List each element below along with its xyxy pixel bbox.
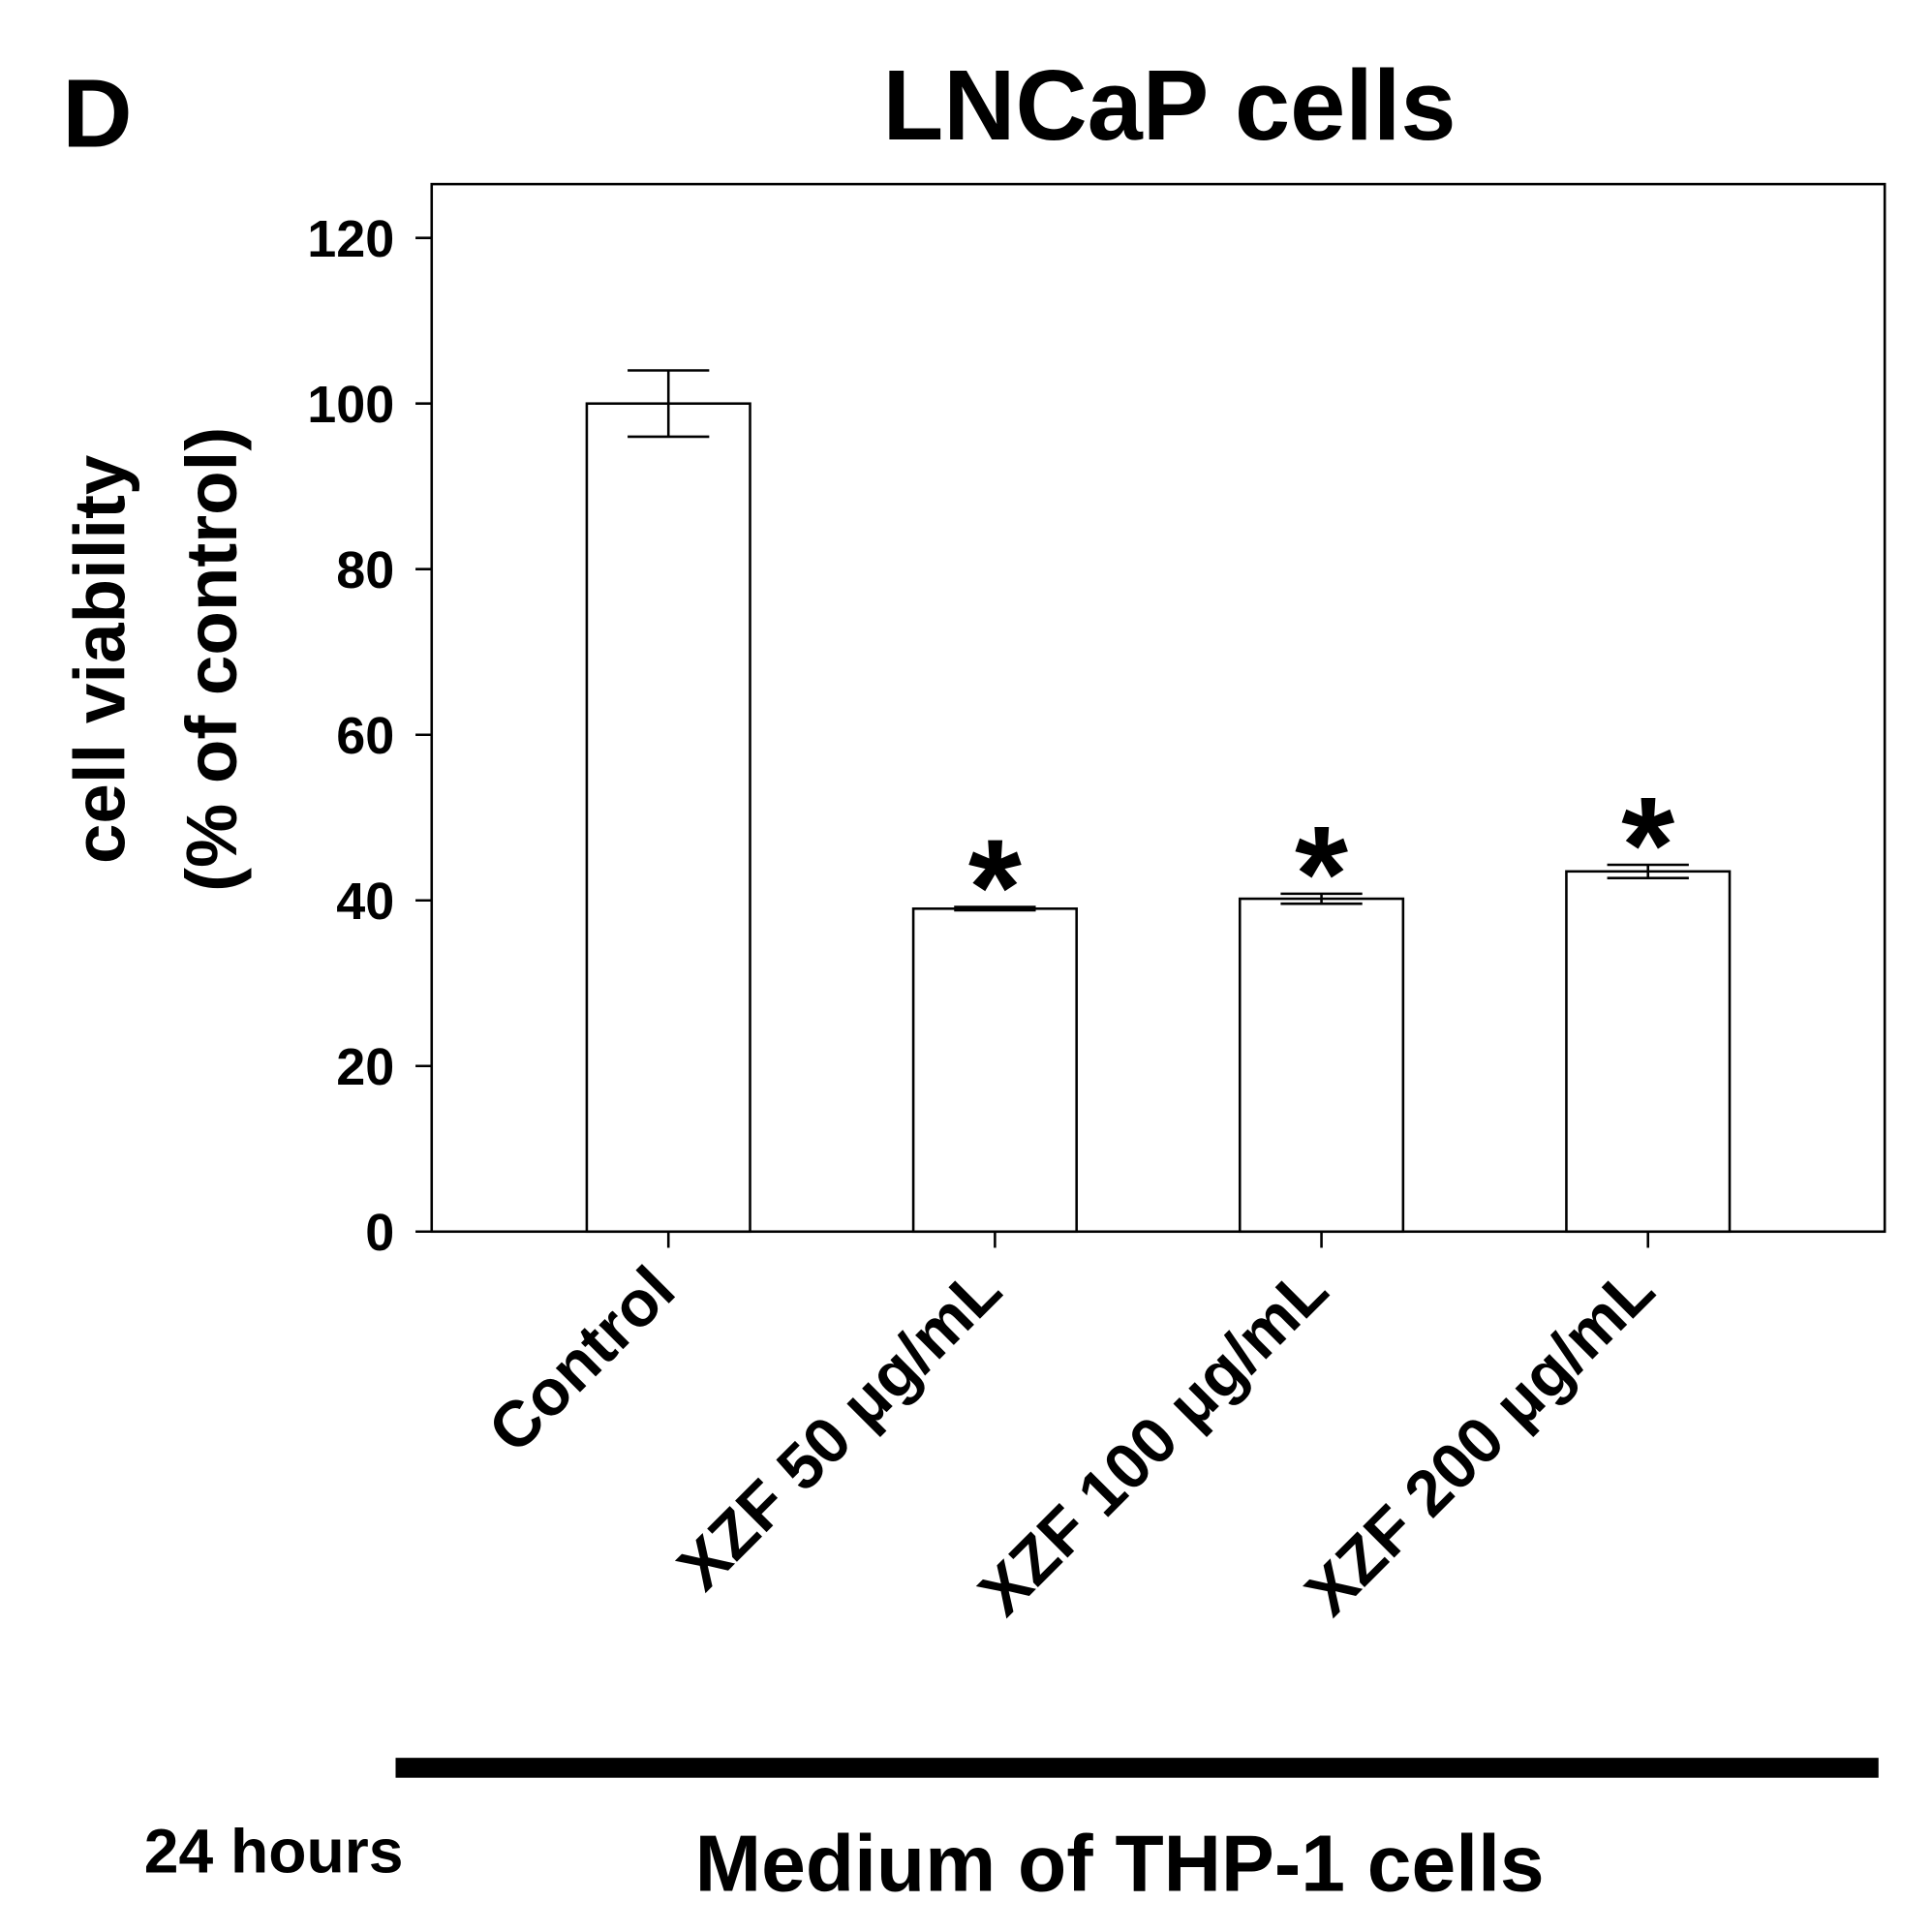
y-axis-label: cell viability: [59, 454, 139, 864]
panel-label: D: [62, 60, 132, 169]
bar: [911, 907, 1078, 1234]
bar: [1565, 870, 1732, 1234]
y-axis-label: (% of control): [171, 427, 252, 892]
y-tick-label: 100: [307, 376, 394, 434]
time-label: 24 hours: [144, 1816, 404, 1886]
bar: [585, 402, 751, 1234]
x-tick-label: XZF 100 μg/mL: [966, 1253, 1341, 1629]
chart-title: LNCaP cells: [882, 49, 1456, 161]
error-bar: [954, 905, 1036, 912]
y-tick-label: 0: [365, 1204, 394, 1262]
y-tick-label: 80: [336, 541, 394, 599]
y-tick-label: 20: [336, 1038, 394, 1096]
error-bar: [1607, 863, 1689, 879]
x-tick-label: XZF 200 μg/mL: [1292, 1253, 1668, 1629]
y-tick-label: 60: [336, 707, 394, 765]
y-tick-label: 120: [307, 210, 394, 268]
y-tick-label: 40: [336, 873, 394, 931]
error-bar: [1280, 892, 1363, 905]
group-bracket: [395, 1758, 1879, 1778]
significance-marker: *: [968, 811, 1022, 964]
significance-marker: *: [1295, 797, 1348, 950]
plot-frame: [430, 182, 1886, 1234]
group-label: Medium of THP-1 cells: [695, 1821, 1545, 1909]
x-tick-label: Control: [475, 1253, 689, 1466]
significance-marker: *: [1621, 768, 1674, 921]
bar: [1238, 897, 1405, 1234]
error-bar: [628, 369, 710, 439]
x-tick-label: XZF 50 μg/mL: [664, 1253, 1015, 1604]
